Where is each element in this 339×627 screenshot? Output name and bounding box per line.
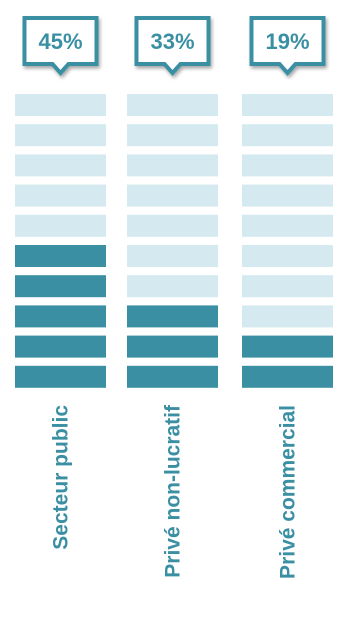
empty-segment	[15, 184, 106, 207]
category-label: Privé non-lucratif	[162, 404, 185, 578]
empty-segment	[127, 275, 218, 298]
empty-segment	[127, 245, 218, 267]
column-1: 45% Secteur public	[15, 16, 106, 550]
empty-segment	[242, 214, 333, 237]
filled-segment	[242, 335, 333, 358]
column-2: 33% Privé non-lucratif	[127, 16, 218, 578]
value-label: 33%	[150, 29, 194, 54]
empty-segment	[242, 245, 333, 267]
empty-segment	[127, 214, 218, 237]
empty-segment	[242, 154, 333, 177]
filled-segment	[127, 365, 218, 388]
value-label: 19%	[265, 29, 309, 54]
filled-segment	[127, 305, 218, 328]
filled-segment	[242, 365, 333, 388]
filled-segment	[15, 275, 106, 298]
empty-segment	[15, 214, 106, 237]
value-callout	[134, 16, 211, 77]
empty-segment	[127, 94, 218, 116]
filled-segment	[15, 305, 106, 328]
empty-segment	[242, 94, 333, 116]
empty-segment	[242, 124, 333, 147]
empty-segment	[127, 184, 218, 207]
value-callout	[22, 16, 99, 77]
category-label: Secteur public	[50, 405, 73, 550]
empty-segment	[15, 94, 106, 116]
empty-segment	[242, 275, 333, 298]
value-callout	[249, 16, 326, 77]
filled-segment	[15, 365, 106, 388]
empty-segment	[127, 124, 218, 147]
filled-segment	[15, 245, 106, 267]
empty-segment	[15, 124, 106, 147]
filled-segment	[15, 335, 106, 358]
empty-segment	[127, 154, 218, 177]
column-3: 19% Privé commercial	[242, 16, 333, 579]
category-label: Privé commercial	[277, 405, 300, 579]
empty-segment	[15, 154, 106, 177]
value-label: 45%	[38, 29, 82, 54]
empty-segment	[242, 305, 333, 328]
empty-segment	[242, 184, 333, 207]
filled-segment	[127, 335, 218, 358]
